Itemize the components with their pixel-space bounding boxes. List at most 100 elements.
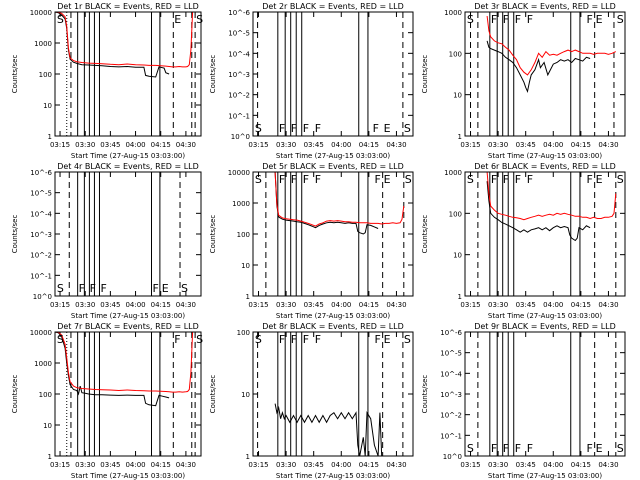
x-tick-label: 04:00 bbox=[125, 461, 145, 469]
x-tick-label: 03:15 bbox=[460, 461, 480, 469]
flag-label: F bbox=[315, 173, 321, 186]
flag-label: E bbox=[596, 442, 603, 455]
y-tick-label: 10^-6 bbox=[440, 329, 462, 337]
y-tick-label: 10^-6 bbox=[228, 9, 250, 17]
flag-label: E bbox=[174, 13, 181, 26]
data-series-1 bbox=[486, 40, 591, 94]
x-tick-label: 03:30 bbox=[276, 461, 296, 469]
x-tick-label: 04:30 bbox=[386, 141, 406, 149]
y-tick-label: 10 bbox=[43, 102, 52, 110]
x-tick-label: 03:45 bbox=[304, 301, 324, 309]
flag-label: F bbox=[291, 122, 297, 135]
flag-label: F bbox=[374, 333, 380, 346]
x-tick-label: 04:30 bbox=[386, 301, 406, 309]
y-tick-label: 1000 bbox=[444, 9, 462, 17]
x-tick-label: 04:15 bbox=[359, 141, 379, 149]
y-tick-label: 1 bbox=[246, 293, 250, 301]
data-series-2 bbox=[54, 11, 194, 68]
flag-label: F bbox=[279, 333, 285, 346]
x-tick-label: 04:30 bbox=[176, 461, 196, 469]
flag-label: F bbox=[79, 282, 85, 295]
y-tick-label: 10^0 bbox=[443, 453, 462, 461]
flag-label: F bbox=[503, 13, 509, 26]
y-tick-label: 100 bbox=[237, 231, 250, 239]
y-tick-label: 1000 bbox=[34, 40, 52, 48]
x-tick-label: 03:15 bbox=[50, 461, 70, 469]
chart-panel-6: Det 6r BLACK = Events, RED = LLD Start Ti… bbox=[421, 162, 626, 320]
x-tick-label: 03:45 bbox=[516, 461, 536, 469]
x-tick-label: 04:00 bbox=[125, 141, 145, 149]
flag-label: F bbox=[303, 173, 309, 186]
x-axis-label: Start Time (27-Aug-15 03:03:00) bbox=[276, 472, 390, 480]
y-tick-label: 10^-2 bbox=[440, 412, 462, 420]
y-axis-label: Counts/sec bbox=[11, 55, 19, 94]
flag-label: S bbox=[255, 333, 262, 346]
y-tick-label: 10^-5 bbox=[30, 190, 52, 198]
x-tick-label: 03:15 bbox=[248, 461, 268, 469]
y-tick-label: 10^-1 bbox=[228, 112, 250, 120]
x-tick-label: 03:30 bbox=[276, 301, 296, 309]
y-axis-label: Counts/sec bbox=[421, 375, 429, 414]
flag-label: E bbox=[596, 13, 603, 26]
x-tick-label: 04:30 bbox=[598, 301, 618, 309]
y-tick-label: 1 bbox=[246, 453, 250, 461]
flag-label: S bbox=[617, 13, 624, 26]
x-tick-label: 04:30 bbox=[386, 461, 406, 469]
x-tick-label: 04:15 bbox=[359, 301, 379, 309]
y-axis-label: Counts/sec bbox=[209, 375, 217, 414]
plot-frame bbox=[252, 171, 414, 297]
x-tick-label: 03:30 bbox=[276, 141, 296, 149]
y-tick-label: 10^-4 bbox=[440, 370, 462, 378]
y-tick-label: 10 bbox=[241, 391, 250, 399]
chart-title: Det 1r BLACK = Events, RED = LLD bbox=[57, 2, 199, 11]
flag-label: F bbox=[515, 442, 521, 455]
plot-frame bbox=[54, 171, 202, 297]
x-tick-label: 03:30 bbox=[75, 301, 95, 309]
flag-label: F bbox=[491, 13, 497, 26]
y-axis-label: Counts/sec bbox=[421, 215, 429, 254]
flag-label: S bbox=[467, 173, 474, 186]
plot-frame bbox=[464, 11, 626, 137]
chart-title: Det 7r BLACK = Events, RED = LLD bbox=[57, 322, 199, 331]
chart-panel-5: Det 5r BLACK = Events, RED = LLD Start Ti… bbox=[209, 162, 414, 320]
data-series-1 bbox=[274, 403, 383, 457]
x-tick-label: 04:00 bbox=[543, 141, 563, 149]
x-tick-label: 04:00 bbox=[331, 301, 351, 309]
chart-panel-3: Det 3r BLACK = Events, RED = LLD Start Ti… bbox=[421, 2, 626, 160]
x-tick-label: 03:30 bbox=[75, 141, 95, 149]
flag-label: S bbox=[617, 442, 624, 455]
x-tick-label: 03:30 bbox=[488, 301, 508, 309]
flag-label: S bbox=[196, 333, 203, 346]
x-tick-label: 03:15 bbox=[248, 141, 268, 149]
y-tick-label: 10 bbox=[453, 92, 462, 100]
flag-label: S bbox=[255, 173, 262, 186]
y-tick-label: 10 bbox=[241, 262, 250, 270]
y-tick-label: 10^-5 bbox=[440, 350, 462, 358]
plot-frame bbox=[252, 11, 414, 137]
x-tick-label: 04:15 bbox=[571, 301, 591, 309]
flag-label: F bbox=[315, 333, 321, 346]
flag-label: E bbox=[596, 173, 603, 186]
x-tick-label: 04:30 bbox=[598, 461, 618, 469]
x-tick-label: 04:00 bbox=[331, 141, 351, 149]
chart-title: Det 5r BLACK = Events, RED = LLD bbox=[262, 162, 404, 171]
y-tick-label: 10^0 bbox=[231, 133, 250, 141]
chart-title: Det 6r BLACK = Events, RED = LLD bbox=[474, 162, 616, 171]
x-tick-label: 04:30 bbox=[598, 141, 618, 149]
x-tick-label: 03:15 bbox=[248, 301, 268, 309]
flag-label: F bbox=[303, 122, 309, 135]
flag-label: F bbox=[491, 442, 497, 455]
flag-label: F bbox=[100, 282, 106, 295]
x-tick-label: 04:15 bbox=[151, 141, 171, 149]
y-tick-label: 10^-2 bbox=[30, 252, 52, 260]
flag-label: F bbox=[586, 173, 592, 186]
data-series-2 bbox=[54, 331, 194, 393]
flag-label: S bbox=[255, 122, 262, 135]
x-tick-label: 03:45 bbox=[304, 461, 324, 469]
x-tick-label: 03:45 bbox=[100, 301, 120, 309]
chart-panel-9: Det 9r BLACK = Events, RED = LLD Start Ti… bbox=[421, 322, 626, 480]
x-tick-label: 03:30 bbox=[75, 461, 95, 469]
y-tick-label: 10000 bbox=[30, 9, 52, 17]
flag-label: F bbox=[527, 173, 533, 186]
